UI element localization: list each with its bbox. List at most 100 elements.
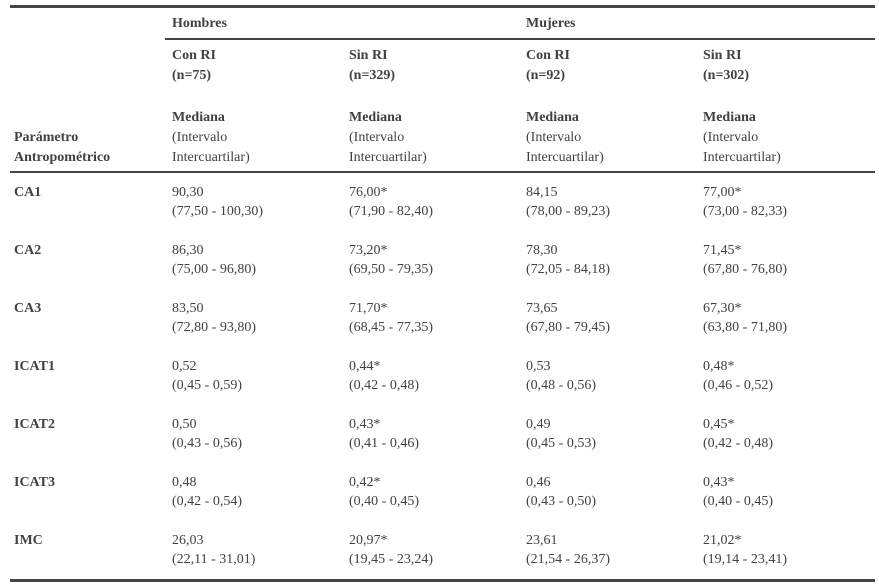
median-value: 76,00* bbox=[349, 185, 388, 200]
column-header-hombres-sin-ri: Sin RI (n=329) Mediana (Intervalo Interc… bbox=[342, 39, 519, 173]
median-value: 0,52 bbox=[172, 359, 197, 374]
table-cell: 67,30* (63,80 - 71,80) bbox=[696, 289, 875, 347]
row-label: CA1 bbox=[14, 185, 42, 200]
median-value: 0,42* bbox=[349, 475, 381, 490]
table-cell: 0,46 (0,43 - 0,50) bbox=[519, 463, 696, 521]
stat-detail: (Intervalo Intercuartilar) bbox=[526, 130, 604, 165]
table-cell: 0,43* (0,40 - 0,45) bbox=[696, 463, 875, 521]
iqr-value: (21,54 - 26,37) bbox=[526, 552, 610, 567]
median-value: 71,45* bbox=[703, 243, 742, 258]
stat-label: Mediana bbox=[349, 110, 402, 125]
group-header-hombres: Hombres bbox=[165, 6, 519, 40]
iqr-value: (67,80 - 76,80) bbox=[703, 262, 787, 277]
iqr-value: (0,40 - 0,45) bbox=[703, 494, 773, 509]
anthropometric-table: Hombres Mujeres Parámetro Antropométrico… bbox=[10, 5, 875, 582]
table-cell: 23,61 (21,54 - 26,37) bbox=[519, 521, 696, 581]
median-value: 0,48* bbox=[703, 359, 735, 374]
median-value: 0,43* bbox=[703, 475, 735, 490]
median-value: 86,30 bbox=[172, 243, 204, 258]
table-cell: 0,45* (0,42 - 0,48) bbox=[696, 405, 875, 463]
table-row-ca3: CA3 83,50 (72,80 - 93,80) 71,70* (68,45 … bbox=[10, 289, 875, 347]
median-value: 21,02* bbox=[703, 533, 742, 548]
iqr-value: (0,48 - 0,56) bbox=[526, 378, 596, 393]
condition-label: Con RI bbox=[526, 48, 570, 63]
condition-label: Con RI bbox=[172, 48, 216, 63]
stat-label: Mediana bbox=[526, 110, 579, 125]
iqr-value: (19,45 - 23,24) bbox=[349, 552, 433, 567]
table-cell: 0,52 (0,45 - 0,59) bbox=[165, 347, 342, 405]
table-cell: 76,00* (71,90 - 82,40) bbox=[342, 172, 519, 231]
median-value: 0,48 bbox=[172, 475, 197, 490]
iqr-value: (0,40 - 0,45) bbox=[349, 494, 419, 509]
iqr-value: (78,00 - 89,23) bbox=[526, 204, 610, 219]
table-cell: 73,65 (67,80 - 79,45) bbox=[519, 289, 696, 347]
iqr-value: (77,50 - 100,30) bbox=[172, 204, 263, 219]
iqr-value: (72,05 - 84,18) bbox=[526, 262, 610, 277]
corner-header-cell: Parámetro Antropométrico bbox=[10, 39, 165, 173]
table-cell: 71,45* (67,80 - 76,80) bbox=[696, 231, 875, 289]
row-label: ICAT3 bbox=[14, 475, 55, 490]
iqr-value: (0,45 - 0,59) bbox=[172, 378, 242, 393]
table-cell: 0,42* (0,40 - 0,45) bbox=[342, 463, 519, 521]
column-header-row: Parámetro Antropométrico Con RI (n=75) M… bbox=[10, 39, 875, 173]
table-cell: 0,43* (0,41 - 0,46) bbox=[342, 405, 519, 463]
table-row-ca1: CA1 90,30 (77,50 - 100,30) 76,00* (71,90… bbox=[10, 172, 875, 231]
table-row-icat1: ICAT1 0,52 (0,45 - 0,59) 0,44* (0,42 - 0… bbox=[10, 347, 875, 405]
sample-size: (n=75) bbox=[172, 68, 212, 83]
table-cell: 21,02* (19,14 - 23,41) bbox=[696, 521, 875, 581]
row-label: ICAT2 bbox=[14, 417, 55, 432]
table-cell: 73,20* (69,50 - 79,35) bbox=[342, 231, 519, 289]
table-cell: 90,30 (77,50 - 100,30) bbox=[165, 172, 342, 231]
median-value: 73,65 bbox=[526, 301, 558, 316]
median-value: 77,00* bbox=[703, 185, 742, 200]
iqr-value: (68,45 - 77,35) bbox=[349, 320, 433, 335]
table-cell: 0,48 (0,42 - 0,54) bbox=[165, 463, 342, 521]
table-cell: 0,50 (0,43 - 0,56) bbox=[165, 405, 342, 463]
gender-header-row: Hombres Mujeres bbox=[10, 6, 875, 40]
iqr-value: (69,50 - 79,35) bbox=[349, 262, 433, 277]
table-row-icat2: ICAT2 0,50 (0,43 - 0,56) 0,43* (0,41 - 0… bbox=[10, 405, 875, 463]
iqr-value: (0,43 - 0,50) bbox=[526, 494, 596, 509]
table-cell: 77,00* (73,00 - 82,33) bbox=[696, 172, 875, 231]
median-value: 26,03 bbox=[172, 533, 204, 548]
iqr-value: (0,42 - 0,54) bbox=[172, 494, 242, 509]
median-value: 71,70* bbox=[349, 301, 388, 316]
table-row-ca2: CA2 86,30 (75,00 - 96,80) 73,20* (69,50 … bbox=[10, 231, 875, 289]
table-row-imc: IMC 26,03 (22,11 - 31,01) 20,97* (19,45 … bbox=[10, 521, 875, 581]
median-value: 0,50 bbox=[172, 417, 197, 432]
iqr-value: (0,42 - 0,48) bbox=[349, 378, 419, 393]
median-value: 78,30 bbox=[526, 243, 558, 258]
table-cell: 0,44* (0,42 - 0,48) bbox=[342, 347, 519, 405]
parameter-column-header: Parámetro Antropométrico bbox=[14, 130, 111, 165]
table-cell: 0,53 (0,48 - 0,56) bbox=[519, 347, 696, 405]
sample-size: (n=92) bbox=[526, 68, 566, 83]
column-header-mujeres-con-ri: Con RI (n=92) Mediana (Intervalo Intercu… bbox=[519, 39, 696, 173]
table-row-icat3: ICAT3 0,48 (0,42 - 0,54) 0,42* (0,40 - 0… bbox=[10, 463, 875, 521]
condition-label: Sin RI bbox=[349, 48, 388, 63]
sample-size: (n=302) bbox=[703, 68, 750, 83]
row-label: CA3 bbox=[14, 301, 42, 316]
median-value: 0,45* bbox=[703, 417, 735, 432]
iqr-value: (63,80 - 71,80) bbox=[703, 320, 787, 335]
median-value: 23,61 bbox=[526, 533, 558, 548]
iqr-value: (0,42 - 0,48) bbox=[703, 436, 773, 451]
iqr-value: (0,46 - 0,52) bbox=[703, 378, 773, 393]
row-label: CA2 bbox=[14, 243, 42, 258]
median-value: 73,20* bbox=[349, 243, 388, 258]
median-value: 0,43* bbox=[349, 417, 381, 432]
table-cell: 20,97* (19,45 - 23,24) bbox=[342, 521, 519, 581]
iqr-value: (71,90 - 82,40) bbox=[349, 204, 433, 219]
median-value: 67,30* bbox=[703, 301, 742, 316]
table-cell: 0,49 (0,45 - 0,53) bbox=[519, 405, 696, 463]
iqr-value: (75,00 - 96,80) bbox=[172, 262, 256, 277]
table-cell: 84,15 (78,00 - 89,23) bbox=[519, 172, 696, 231]
iqr-value: (0,41 - 0,46) bbox=[349, 436, 419, 451]
iqr-value: (73,00 - 82,33) bbox=[703, 204, 787, 219]
iqr-value: (67,80 - 79,45) bbox=[526, 320, 610, 335]
median-value: 0,44* bbox=[349, 359, 381, 374]
column-header-mujeres-sin-ri: Sin RI (n=302) Mediana (Intervalo Interc… bbox=[696, 39, 875, 173]
stat-detail: (Intervalo Intercuartilar) bbox=[349, 130, 427, 165]
table-cell: 86,30 (75,00 - 96,80) bbox=[165, 231, 342, 289]
iqr-value: (0,45 - 0,53) bbox=[526, 436, 596, 451]
